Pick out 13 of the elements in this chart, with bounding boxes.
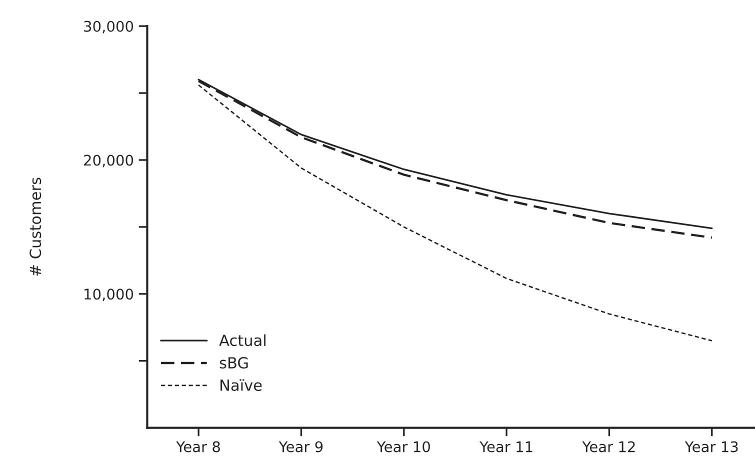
- legend-label: Naïve: [220, 379, 262, 391]
- x-tick-label: Year 8: [176, 441, 220, 452]
- x-tick-label: Year 10: [376, 441, 430, 452]
- x-tick-label: Year 11: [479, 441, 532, 452]
- legend-label: Actual: [219, 334, 266, 346]
- x-tick-label: Year 12: [582, 441, 635, 452]
- y-tick-label: 30,000: [84, 20, 134, 34]
- y-tick-label: 20,000: [84, 154, 134, 168]
- legend-label: sBG: [220, 357, 248, 369]
- x-tick-label: Year 9: [278, 441, 323, 452]
- y-tick-label: 10,000: [84, 288, 134, 302]
- x-tick-label: Year 13: [684, 441, 738, 452]
- y-axis-title: # Customers: [30, 178, 42, 276]
